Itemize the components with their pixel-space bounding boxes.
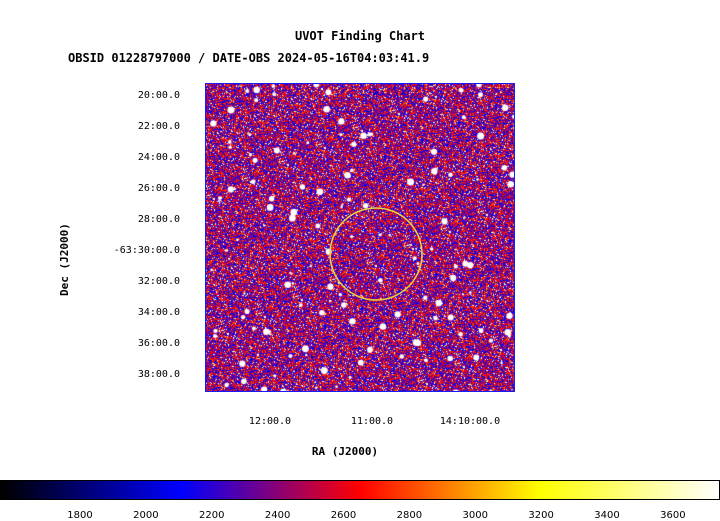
y-tick-label: 20:00.0: [137, 90, 180, 101]
sky-image-canvas: [206, 84, 514, 391]
colorbar-tick-label: 2400: [264, 510, 291, 521]
y-tick-label: 24:00.0: [137, 152, 180, 163]
y-axis-label: Dec (J2000): [58, 223, 71, 296]
overlay-layer: [329, 207, 423, 301]
colorbar-tick-label: 2000: [133, 510, 159, 521]
source-region-circle: [329, 207, 423, 301]
chart-title: UVOT Finding Chart: [294, 29, 426, 43]
sky-image: [205, 83, 515, 392]
x-axis-label: RA (J2000): [311, 445, 379, 458]
colorbar-tick-label: 2800: [396, 510, 423, 521]
y-tick-label: 34:00.0: [137, 307, 180, 318]
colorbar-tick-label: 3400: [594, 510, 620, 521]
y-tick-label: 32:00.0: [137, 276, 180, 287]
x-tick-label: 14:10:00.0: [439, 416, 501, 427]
x-tick-label: 11:00.0: [350, 416, 394, 427]
chart-subtitle: OBSID 01228797000 / DATE-OBS 2024-05-16T…: [68, 51, 430, 65]
y-tick-label: 36:00.0: [137, 338, 180, 349]
colorbar-tick-label: 2200: [199, 510, 225, 521]
colorbar-tick-label: 3600: [660, 510, 686, 521]
colorbar: [0, 480, 720, 500]
y-tick-label: 26:00.0: [137, 183, 180, 194]
colorbar-tick-label: 2600: [330, 510, 357, 521]
y-tick-label: 22:00.0: [137, 121, 180, 132]
x-tick-label: 12:00.0: [248, 416, 292, 427]
y-tick-label: -63:30:00.0: [113, 245, 180, 256]
colorbar-tick-label: 3200: [528, 510, 554, 521]
colorbar-tick-label: 3000: [462, 510, 488, 521]
y-tick-label: 28:00.0: [137, 214, 180, 225]
y-tick-label: 38:00.0: [137, 369, 180, 380]
colorbar-tick-label: 1800: [67, 510, 93, 521]
